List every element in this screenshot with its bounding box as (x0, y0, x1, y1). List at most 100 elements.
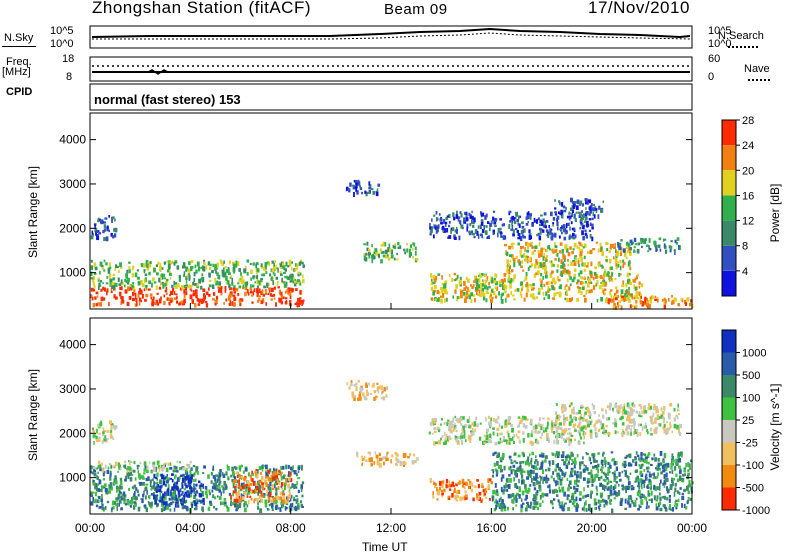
power-cell (466, 290, 469, 296)
velocity-cell (176, 485, 179, 491)
power-cell (547, 245, 550, 249)
power-cell (612, 305, 616, 310)
power-cell (302, 274, 304, 279)
power-cell (562, 263, 565, 267)
velocity-cell (636, 431, 639, 437)
velocity-cell (657, 422, 661, 427)
power-cell (408, 248, 411, 254)
velocity-cell (195, 505, 198, 511)
velocity-cell (658, 492, 661, 496)
power-cell (545, 259, 548, 262)
power-cell (114, 282, 116, 287)
power-cell (395, 258, 399, 261)
power-cell (193, 277, 196, 282)
velocity-cell (663, 474, 665, 480)
velocity-cell (632, 418, 635, 422)
power-cell (511, 224, 514, 230)
velocity-cell (503, 439, 506, 443)
velocity-cell (623, 431, 626, 435)
power-cell (609, 275, 612, 279)
power-cell (569, 276, 572, 280)
power-cell (208, 293, 211, 297)
velocity-cell (622, 406, 625, 411)
velocity-cell (655, 499, 659, 502)
velocity-cell (488, 415, 490, 419)
velocity-cell (520, 498, 523, 502)
power-cell (460, 213, 463, 218)
velocity-cell (278, 482, 281, 485)
velocity-cell (628, 404, 631, 410)
velocity-cell (514, 483, 518, 488)
velocity-cell (171, 478, 174, 483)
power-cell (296, 281, 299, 285)
velocity-cell (485, 416, 487, 422)
velocity-cell (127, 476, 130, 480)
power-cell (561, 231, 563, 235)
velocity-cell (260, 498, 264, 503)
velocity-cell (122, 497, 125, 501)
velocity-cell (627, 424, 630, 429)
power-cell (637, 273, 639, 277)
velocity-cell (563, 407, 566, 412)
velocity-cell (153, 481, 155, 486)
velocity-cell (611, 508, 614, 514)
power-cell (281, 300, 283, 304)
velocity-cell (249, 495, 252, 499)
velocity-cell (660, 414, 664, 417)
power-cell (564, 297, 567, 301)
velocity-cell (258, 495, 261, 500)
velocity-cell (451, 423, 454, 429)
velocity-cell (603, 432, 606, 436)
power-cell (663, 243, 666, 249)
power-cell (532, 283, 535, 287)
velocity-cell (213, 485, 216, 489)
power-cell (552, 223, 554, 227)
power-cell (146, 266, 150, 271)
velocity-cell (280, 485, 283, 489)
power-cell (560, 270, 562, 276)
power-cell (148, 280, 152, 285)
velocity-cell (598, 508, 601, 511)
velocity-cell (440, 418, 443, 421)
power-ytick-label: 1000 (59, 266, 86, 280)
power-cell (565, 248, 569, 253)
power-cell (529, 256, 532, 261)
power-cell (587, 199, 590, 202)
velocity-cell (688, 479, 691, 485)
velocity-cell (687, 472, 690, 476)
power-cell (600, 246, 603, 251)
power-cell (563, 209, 567, 213)
velocity-cell (565, 416, 569, 421)
power-cell (371, 258, 374, 264)
velocity-cell (663, 479, 667, 485)
velocity-cell (385, 453, 388, 457)
power-cell (520, 245, 524, 249)
velocity-cell (614, 484, 617, 488)
power-cell (509, 259, 512, 263)
power-cell (150, 297, 153, 300)
velocity-cell (288, 500, 291, 503)
velocity-cell (92, 500, 95, 503)
velocity-cell (558, 486, 561, 491)
power-cell (353, 192, 355, 197)
power-cell (620, 298, 623, 301)
velocity-cell (502, 453, 505, 458)
velocity-cell (234, 504, 237, 508)
power-cell (444, 224, 447, 227)
velocity-cell (660, 471, 663, 475)
power-cell (175, 282, 178, 287)
power-cell (534, 220, 537, 223)
velocity-cell (440, 423, 442, 426)
power-cell (168, 270, 171, 273)
power-cell (457, 216, 460, 220)
velocity-cell (378, 452, 381, 456)
velocity-cell (494, 451, 497, 455)
velocity-cell (513, 434, 515, 438)
velocity-cell (630, 485, 634, 488)
power-cell (438, 213, 441, 216)
power-cell (576, 246, 579, 249)
velocity-cell (99, 422, 103, 427)
power-cell (609, 278, 612, 282)
velocity-cell (596, 473, 599, 478)
velocity-cell (548, 439, 550, 443)
